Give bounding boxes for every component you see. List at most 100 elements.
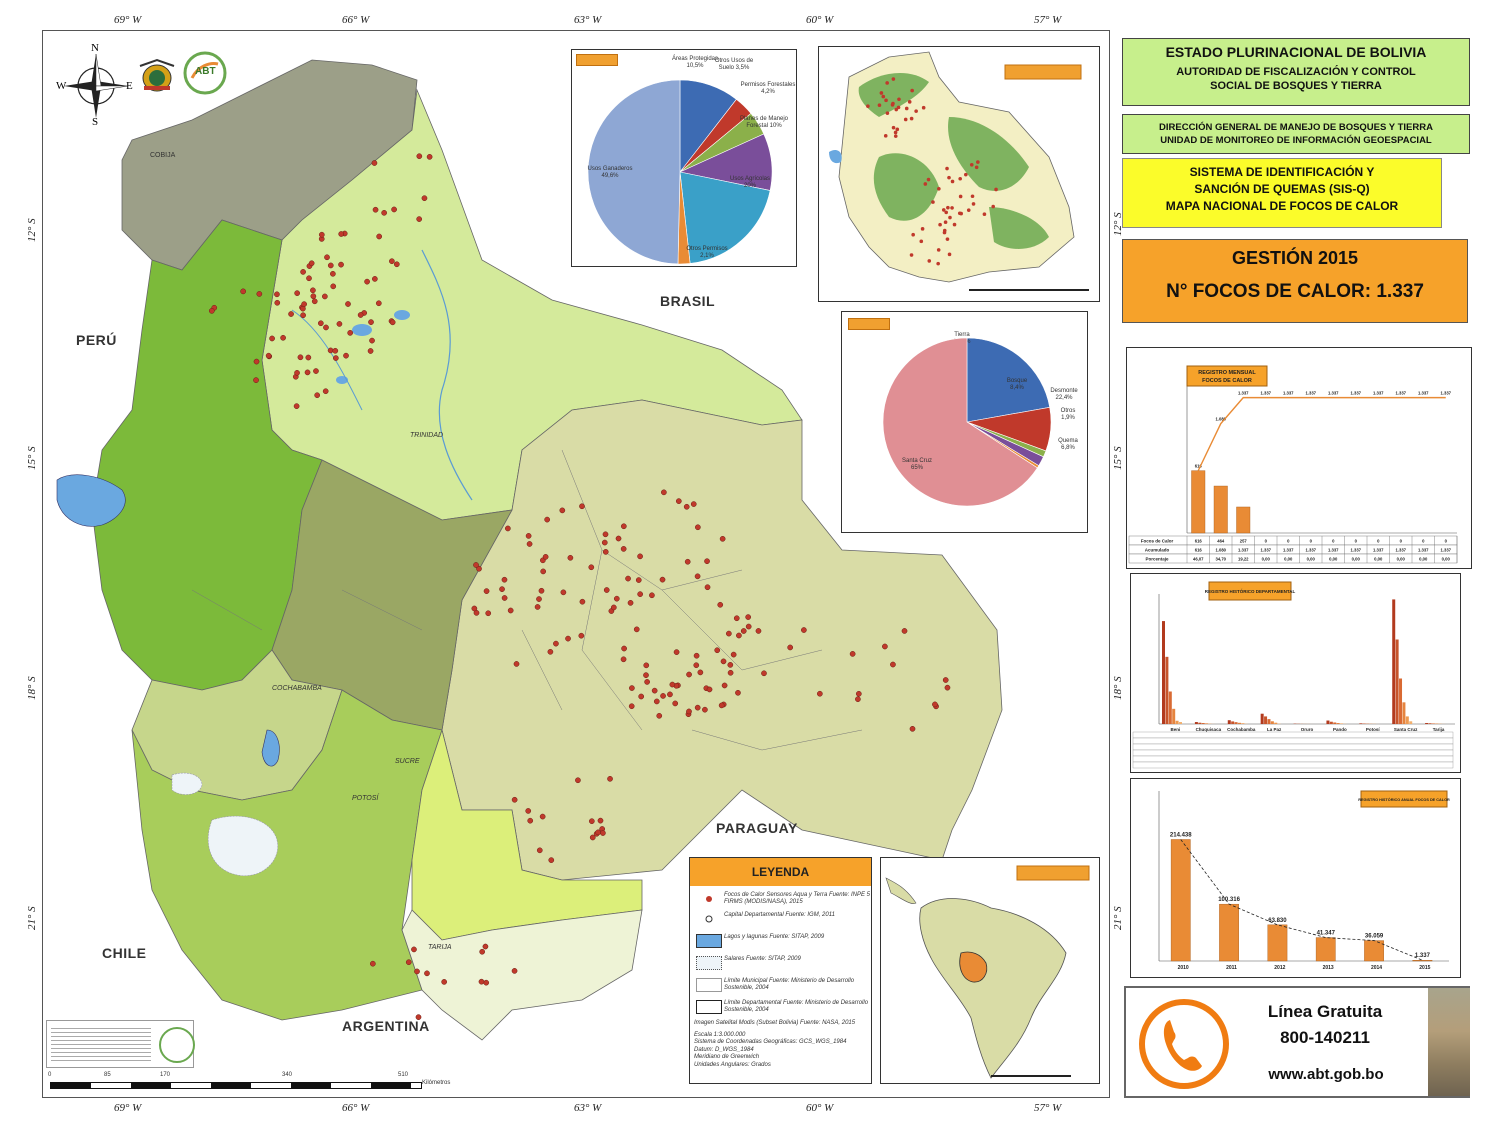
hotspot-marker xyxy=(372,276,378,282)
hotspot-marker xyxy=(684,558,691,565)
legend-dept-swatch xyxy=(696,1000,722,1014)
coord-bottom-57: 57° W xyxy=(1034,1102,1062,1114)
hotspot-marker xyxy=(686,708,692,715)
hotspot-marker xyxy=(507,607,514,614)
hotspot-marker xyxy=(719,535,726,542)
inset-hotspot-marker xyxy=(893,130,898,135)
dept-bar xyxy=(1179,722,1182,724)
inset-hotspot-marker xyxy=(923,182,928,186)
inset-hotspot-marker xyxy=(952,222,957,227)
hotspot-marker xyxy=(479,948,486,955)
monthly-cell: 1.337 xyxy=(1261,548,1272,553)
inset-hotspot-marker xyxy=(948,215,952,220)
hotspot-marker xyxy=(389,319,396,326)
legend-footer: Imagen Satelital Modis (Subset Bolivia) … xyxy=(694,1020,870,1069)
dept-bar xyxy=(1234,722,1238,724)
inset-hotspot-marker xyxy=(958,194,963,199)
pie2-slice-0 xyxy=(966,337,1051,423)
hotspot-marker xyxy=(629,685,635,691)
contact-website[interactable]: www.abt.gob.bo xyxy=(1268,1066,1384,1083)
legend-hotspot-icon xyxy=(706,896,712,902)
hotspot-marker xyxy=(527,817,534,824)
hotspot-marker xyxy=(357,312,364,318)
inset-forest-1 xyxy=(858,72,929,117)
hotspot-marker xyxy=(702,706,708,713)
inset-hotspot-marker xyxy=(914,109,918,113)
hotspot-marker xyxy=(890,661,896,668)
hotspot-marker xyxy=(416,153,423,160)
hotspot-marker xyxy=(579,503,585,510)
legend-item-hotspots: Focos de Calor Sensores Aqua y Terra Fue… xyxy=(724,892,870,905)
lake-poopo xyxy=(261,729,280,767)
hotspot-marker xyxy=(441,979,448,985)
location-map-box xyxy=(880,857,1100,1084)
hotspot-marker xyxy=(602,531,609,538)
pie2-label-2: Desmonte 22,4% xyxy=(1050,388,1078,401)
hotspot-marker xyxy=(542,554,549,560)
legend-capital-icon xyxy=(705,915,713,923)
hotspot-marker xyxy=(338,231,345,237)
hotspot-marker xyxy=(323,324,329,331)
dept-bar xyxy=(1270,721,1274,724)
inset-hotspot-marker xyxy=(909,253,914,257)
hotspot-marker xyxy=(421,195,428,202)
monthly-table-row xyxy=(1128,553,1458,564)
inset-hotspot-marker xyxy=(877,103,882,107)
monthly-cell: 0,00 xyxy=(1284,557,1293,562)
hotspot-marker xyxy=(643,662,650,669)
hotspot-marker xyxy=(667,691,673,698)
inset-hotspot-marker xyxy=(946,205,950,210)
coord-right-18: 18° S xyxy=(1112,676,1124,700)
dept-bar xyxy=(1405,716,1409,724)
dept-bar xyxy=(1227,720,1231,724)
hotspot-marker xyxy=(300,312,306,319)
monthly-cell: 1.337 xyxy=(1238,548,1249,553)
hotspot-marker xyxy=(675,498,682,504)
monthly-cell: 0,00 xyxy=(1262,557,1271,562)
inset-hotspot-marker xyxy=(941,208,946,212)
dept-label: Santa Cruz xyxy=(1394,727,1418,732)
hotspot-marker xyxy=(610,604,617,611)
inset-hotspot-marker xyxy=(974,165,979,170)
inset-hotspot-marker xyxy=(903,117,908,122)
inset-hotspots-group xyxy=(866,77,998,266)
hotspot-marker xyxy=(332,355,339,361)
monthly-cell: 1.337 xyxy=(1373,548,1384,553)
annual-year-label: 2015 xyxy=(1419,965,1430,971)
hotspot-marker xyxy=(369,960,376,967)
dept-title-bg xyxy=(1208,581,1292,601)
dept-bar xyxy=(1237,722,1241,724)
monthly-cell: 1.337 xyxy=(1351,548,1362,553)
hotspot-marker xyxy=(301,301,307,307)
inset-forest-3 xyxy=(873,153,939,221)
hotspot-marker xyxy=(343,352,349,359)
inset-hotspot-marker xyxy=(982,212,987,217)
monthly-row-label: Focos de Calor xyxy=(1141,539,1174,544)
inset-lake xyxy=(829,150,842,164)
inset-hotspot-marker xyxy=(881,94,886,99)
monthly-cell: 0 xyxy=(1332,539,1335,544)
inset-hotspot-marker xyxy=(866,104,870,108)
hotspot-marker xyxy=(371,160,378,166)
hotspot-marker xyxy=(424,970,430,977)
annual-bar xyxy=(1219,903,1239,962)
hotspot-marker xyxy=(293,403,300,410)
hotspot-marker xyxy=(706,686,713,693)
hotspot-marker xyxy=(327,262,334,269)
monthly-cell: 46,07 xyxy=(1193,557,1204,562)
inset-hotspot-marker xyxy=(891,77,896,81)
city-potosi: POTOSÍ xyxy=(352,795,379,802)
compass-n: N xyxy=(91,42,99,54)
hotspot-marker xyxy=(294,290,300,297)
hotspot-marker xyxy=(683,503,690,510)
hotspot-marker xyxy=(714,647,721,654)
monthly-cumulative-line xyxy=(1197,396,1446,471)
contact-phone[interactable]: 800-140211 xyxy=(1280,1028,1370,1047)
hotspot-marker xyxy=(944,684,951,691)
hotspot-marker xyxy=(548,857,555,863)
monthly-cell: 1.337 xyxy=(1441,548,1452,553)
hotspot-marker xyxy=(855,690,862,697)
pie1-label-2: Permisos Forestales 4,2% xyxy=(741,82,796,95)
hotspot-marker xyxy=(364,278,370,285)
hotspot-marker xyxy=(332,347,339,354)
